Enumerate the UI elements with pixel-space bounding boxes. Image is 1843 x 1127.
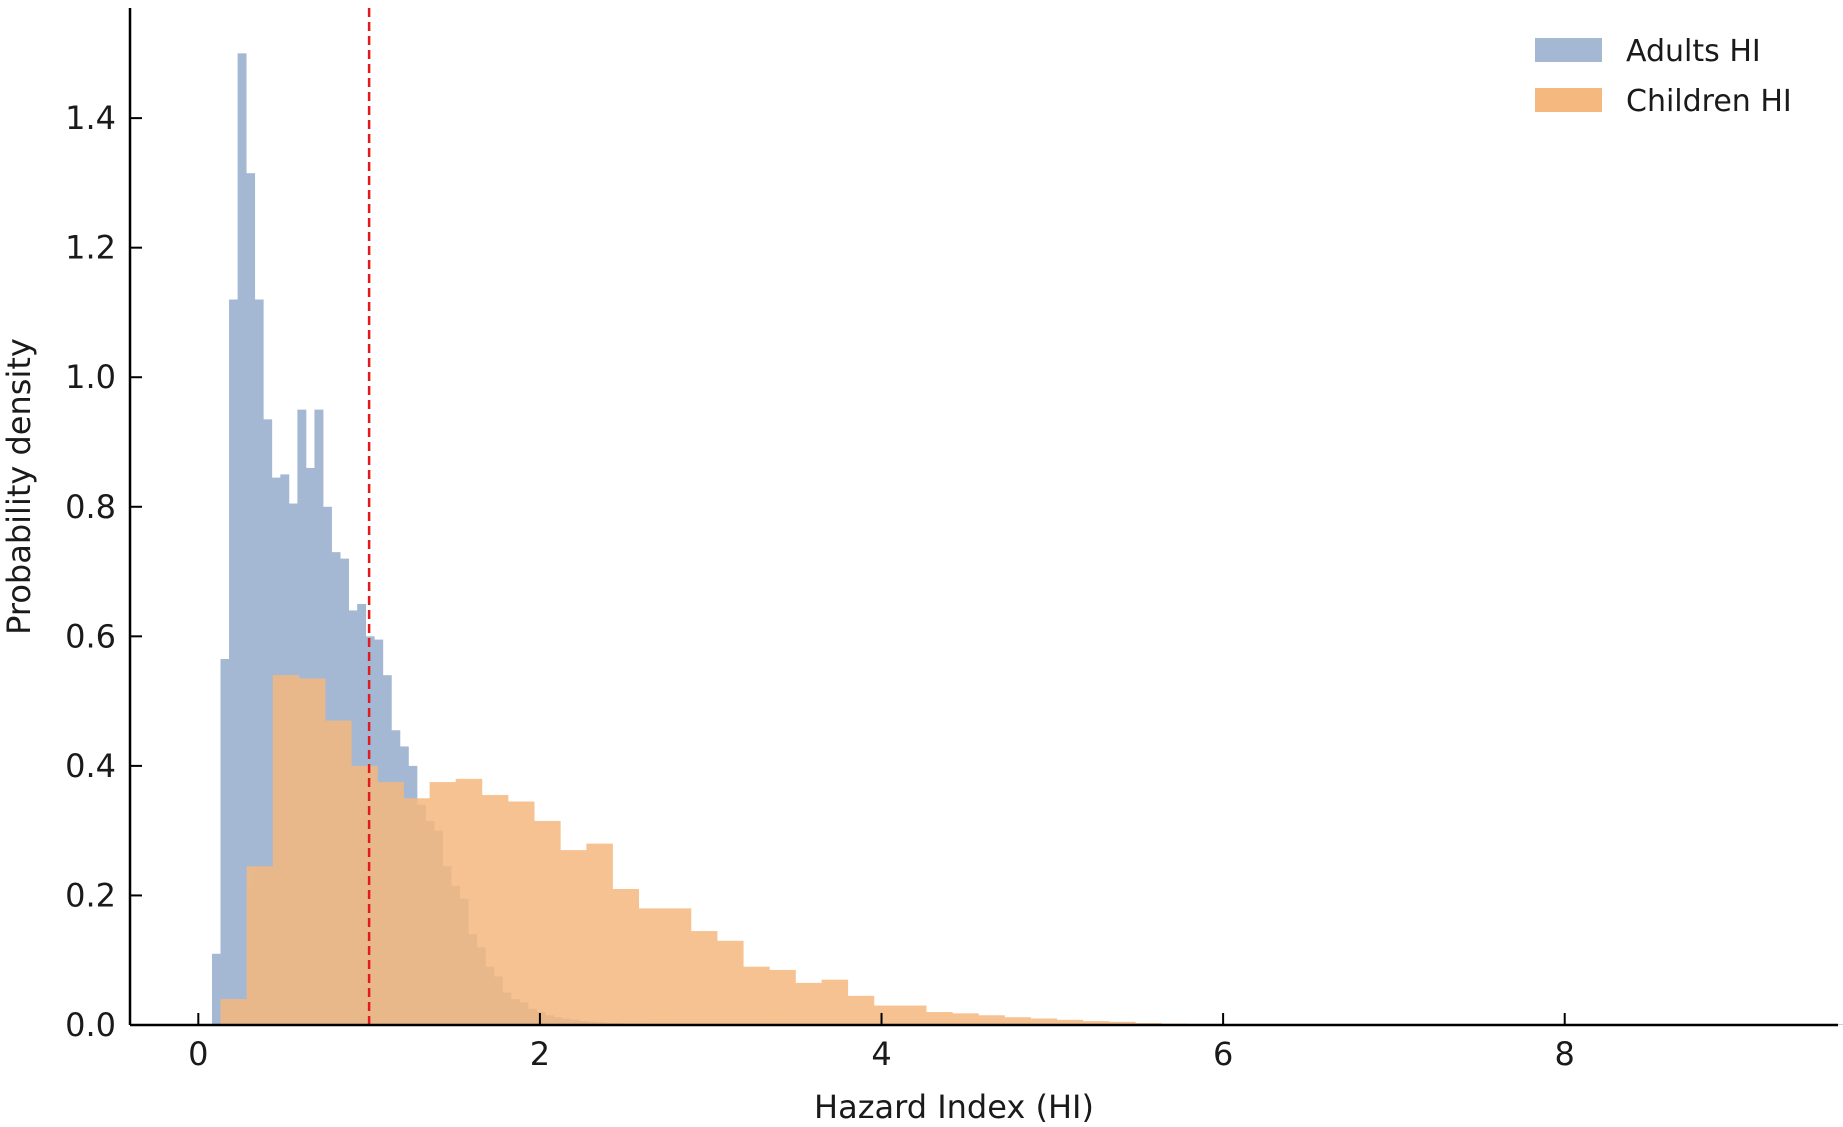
x-tick-label: 6: [1213, 1035, 1233, 1073]
y-tick-label: 0.8: [65, 488, 116, 526]
x-axis-ticks: 0 2 4 6 8: [188, 1013, 1575, 1073]
y-axis-title: Probability density: [0, 338, 38, 635]
histogram-bar: [847, 995, 875, 1025]
histogram-bar: [263, 419, 273, 1026]
y-axis-ticks: 0.0 0.2 0.4 0.6 0.8 1.0 1.2 1.4: [65, 99, 142, 1044]
series-children-hi: [220, 675, 1815, 1025]
histogram-bar: [899, 1005, 927, 1025]
y-tick-label: 0.2: [65, 876, 116, 914]
plot-area: [211, 8, 1843, 1026]
legend-swatch-children: [1535, 88, 1602, 112]
histogram-bar: [211, 953, 221, 1025]
y-tick-label: 0.4: [65, 747, 116, 785]
histogram-bar: [1109, 1021, 1136, 1025]
histogram-bar: [325, 720, 352, 1025]
legend-label-children: Children HI: [1626, 84, 1792, 119]
histogram-bar: [272, 675, 300, 1025]
histogram-bars: [211, 53, 1843, 1026]
x-tick-label: 8: [1555, 1035, 1575, 1073]
legend-label-adults: Adults HI: [1626, 34, 1761, 69]
histogram-bar: [220, 659, 230, 1025]
histogram-bar: [254, 299, 264, 1025]
histogram-bar: [1004, 1017, 1032, 1025]
histogram-bar: [1030, 1018, 1058, 1025]
y-tick-label: 0.0: [65, 1006, 116, 1044]
y-tick-label: 1.0: [65, 358, 116, 396]
histogram-bar: [220, 999, 248, 1025]
x-tick-label: 2: [530, 1035, 550, 1073]
histogram-bar: [926, 1012, 953, 1025]
histogram-bar: [507, 801, 535, 1025]
histogram-bar: [690, 931, 718, 1025]
histogram-bar: [769, 969, 796, 1025]
histogram-bar: [403, 798, 430, 1025]
histogram-bar: [612, 888, 640, 1025]
histogram-bar: [481, 795, 509, 1025]
histogram-bar: [246, 866, 274, 1025]
histogram-bar: [298, 678, 326, 1025]
histogram-bar: [1834, 1024, 1843, 1025]
legend: Adults HI Children HI: [1535, 34, 1792, 119]
y-tick-label: 1.4: [65, 99, 116, 137]
histogram-bar: [1082, 1021, 1110, 1025]
histogram-bar: [560, 850, 587, 1025]
histogram-bar: [952, 1013, 979, 1025]
y-tick-label: 0.6: [65, 617, 116, 655]
histogram-bar: [795, 982, 822, 1025]
histogram-bar: [717, 940, 744, 1025]
y-tick-label: 1.2: [65, 229, 116, 267]
histogram-bar: [377, 782, 404, 1025]
x-tick-label: 0: [188, 1035, 208, 1073]
histogram-bar: [1056, 1019, 1084, 1025]
histogram-bar: [664, 908, 692, 1025]
histogram-bar: [246, 173, 256, 1025]
histogram-bar: [534, 820, 561, 1025]
histogram-bar: [821, 979, 849, 1025]
x-tick-label: 4: [871, 1035, 891, 1073]
histogram-bar: [229, 299, 238, 1025]
histogram-bar: [429, 782, 457, 1025]
histogram-bar: [873, 1005, 901, 1025]
histogram-bar: [638, 908, 666, 1025]
legend-swatch-adults: [1535, 38, 1602, 62]
histogram-bar: [743, 966, 770, 1025]
histogram-bar: [237, 53, 247, 1025]
histogram-bar: [586, 843, 613, 1025]
histogram-bar: [978, 1015, 1005, 1025]
histogram-bar: [455, 778, 483, 1025]
x-axis-title: Hazard Index (HI): [814, 1088, 1094, 1126]
histogram-bar: [351, 765, 378, 1025]
